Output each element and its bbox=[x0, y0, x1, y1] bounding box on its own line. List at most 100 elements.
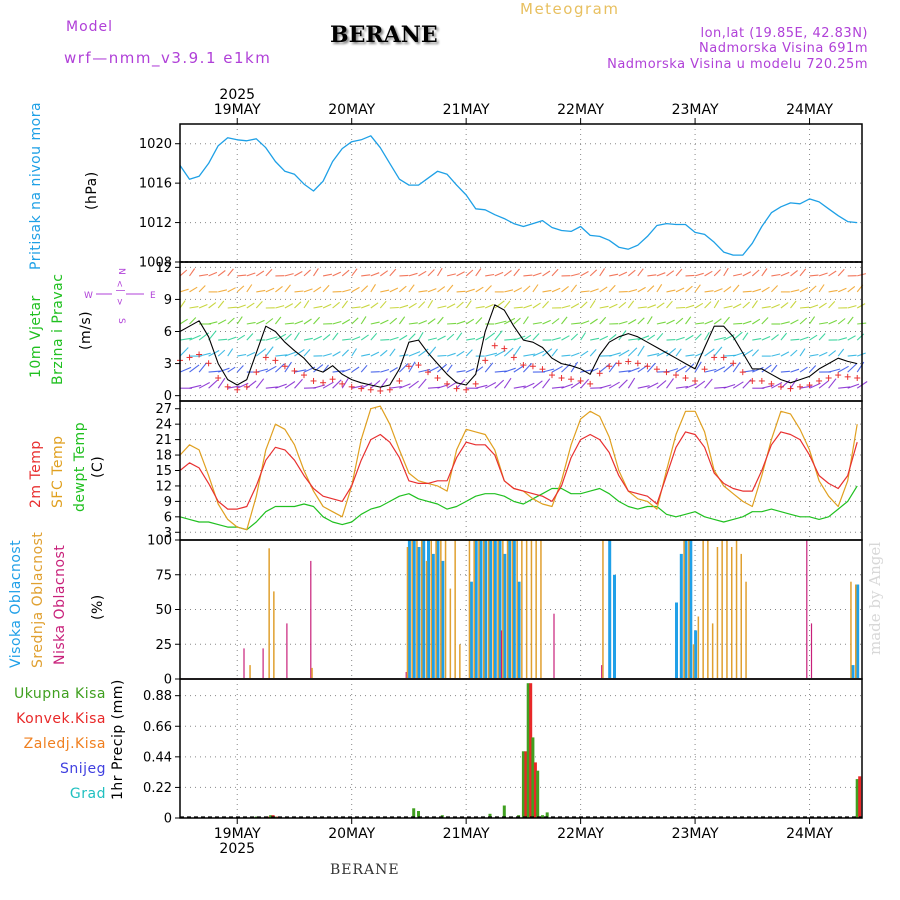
wind-barb bbox=[627, 300, 635, 309]
wind-barb bbox=[713, 366, 726, 373]
wind-barb bbox=[484, 285, 492, 293]
wind-barb bbox=[666, 270, 675, 277]
wind-barb bbox=[227, 385, 240, 389]
wind-barb bbox=[847, 335, 856, 341]
wind-barb bbox=[589, 349, 597, 357]
wind-barb bbox=[647, 334, 656, 341]
wind-barb bbox=[342, 288, 351, 293]
wind-barb bbox=[704, 290, 714, 293]
wind-barb bbox=[246, 351, 256, 357]
wind-barb bbox=[742, 332, 749, 341]
wind-barb bbox=[646, 362, 656, 373]
wind-barb bbox=[618, 320, 628, 325]
cloud-bar bbox=[286, 623, 288, 678]
wind-speed-line bbox=[179, 304, 858, 388]
wind-barb bbox=[733, 273, 743, 277]
wind-barb bbox=[380, 368, 390, 373]
wind-barb bbox=[523, 304, 533, 309]
cloud-bar bbox=[430, 540, 432, 678]
compass-n: N bbox=[116, 268, 126, 275]
wind-barb bbox=[828, 368, 841, 373]
wind-barb bbox=[322, 284, 330, 293]
wind-barb bbox=[294, 271, 303, 277]
wind-barb bbox=[799, 306, 810, 309]
cloud-bar bbox=[440, 540, 442, 678]
ytick-label-2-2: 9 bbox=[164, 495, 172, 510]
wind-barb bbox=[780, 271, 790, 277]
cloud-bar bbox=[417, 547, 421, 678]
wind-barb bbox=[494, 379, 505, 389]
cloud-bar bbox=[689, 540, 693, 678]
wind-barb bbox=[771, 353, 781, 357]
wind-barb bbox=[437, 305, 447, 309]
cloud-bar bbox=[517, 581, 521, 678]
dewpt-line bbox=[179, 485, 858, 531]
wind-barb bbox=[838, 337, 847, 341]
wind-barb bbox=[189, 306, 199, 309]
wind-barb bbox=[799, 317, 808, 325]
wind-barb bbox=[647, 382, 659, 389]
cloud-bar bbox=[855, 584, 857, 678]
wind-barb bbox=[590, 337, 600, 341]
wind-barb bbox=[647, 274, 657, 277]
wind-barb bbox=[742, 271, 752, 277]
wind-barb bbox=[751, 349, 759, 357]
wind-barb bbox=[303, 349, 311, 357]
precip-bar bbox=[529, 683, 533, 818]
legend-conv-rain: Konvek.Kisa bbox=[16, 711, 106, 727]
wind-barb bbox=[561, 354, 571, 357]
wind-barb bbox=[437, 316, 444, 325]
wind-barb bbox=[418, 290, 428, 293]
wind-barb bbox=[475, 286, 484, 293]
cloud-bar bbox=[512, 540, 516, 678]
wind-barb bbox=[685, 383, 697, 389]
precip-bar bbox=[545, 812, 549, 818]
wind-barb bbox=[656, 302, 665, 309]
cloud-bar bbox=[273, 591, 275, 678]
wind-barb bbox=[561, 335, 570, 341]
wind-barb bbox=[189, 317, 197, 325]
wind-barb bbox=[504, 367, 516, 373]
wind-barb bbox=[847, 305, 857, 309]
wind-barb bbox=[360, 364, 368, 373]
wind-barb bbox=[694, 361, 702, 373]
cloud-bar bbox=[683, 540, 685, 678]
panel-frame-4 bbox=[179, 678, 863, 819]
compass-e: E bbox=[150, 291, 156, 301]
wind-barb bbox=[418, 378, 427, 389]
wind-barb bbox=[361, 274, 371, 277]
wind-barb bbox=[179, 337, 192, 341]
wind-barb bbox=[379, 270, 389, 277]
wind-barb bbox=[313, 305, 323, 309]
wind-barb bbox=[837, 287, 847, 293]
wind-barb bbox=[542, 368, 555, 373]
date-bottom-2: 21MAY bbox=[443, 826, 490, 842]
wind-barb bbox=[704, 348, 715, 357]
wind-barb bbox=[570, 381, 582, 389]
wind-barb bbox=[713, 318, 722, 325]
wind-barb bbox=[398, 316, 406, 325]
wind-barb bbox=[389, 317, 398, 325]
wind-barb bbox=[599, 335, 609, 341]
legend-snow: Snijeg bbox=[59, 761, 106, 777]
ytick-label-0-3: 1020 bbox=[139, 137, 172, 152]
wind-barb bbox=[580, 271, 589, 277]
wind-barb bbox=[751, 300, 758, 309]
wind-barb bbox=[503, 270, 512, 277]
ytick-label-2-7: 24 bbox=[155, 418, 172, 433]
wind-barb bbox=[590, 288, 599, 293]
wind-barb bbox=[456, 370, 466, 373]
wind-barb bbox=[275, 363, 285, 373]
wind-barb bbox=[218, 289, 228, 293]
cloud-bar bbox=[422, 540, 426, 678]
station-title: BERANE bbox=[330, 22, 438, 48]
wind-barb bbox=[465, 368, 475, 373]
wind-barb bbox=[580, 332, 586, 341]
wind-barb bbox=[294, 301, 302, 309]
wind-barb bbox=[179, 300, 186, 309]
wind-barb bbox=[465, 269, 474, 277]
wind-barb bbox=[199, 273, 209, 277]
wind-barb bbox=[733, 322, 743, 325]
wind-barb bbox=[637, 268, 644, 277]
wind-barb bbox=[532, 333, 540, 341]
